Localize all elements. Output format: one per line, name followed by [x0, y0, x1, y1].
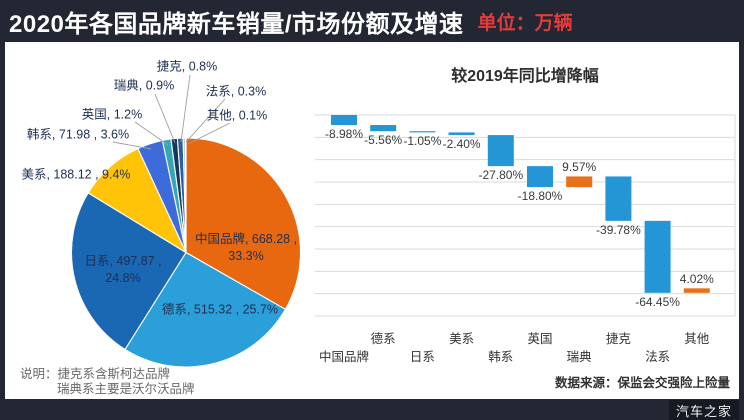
pie-label-中国品牌: 中国品牌, 668.28 , 33.3% — [194, 232, 298, 263]
waterfall-chart-title: 较2019年同比增降幅 — [451, 68, 599, 85]
data-source: 数据来源：保监会交强险上险量 — [554, 376, 730, 390]
waterfall-bar-德系 — [370, 125, 397, 132]
pie-label-捷克: 捷克, 0.8% — [156, 59, 218, 74]
pie-slice-其他 — [184, 137, 187, 254]
footnote-line2: 瑞典系主要是沃尔沃品牌 — [57, 382, 195, 396]
pie-label-英国: 英国, 1.2% — [81, 107, 143, 122]
bar-value-label: -64.45% — [635, 294, 680, 309]
leader-line — [185, 98, 226, 143]
pie-label-德系: 德系, 515.32 , 25.7% — [161, 302, 279, 317]
bar-value-label: -39.78% — [596, 222, 641, 237]
x-axis-label: 瑞典 — [566, 350, 592, 364]
waterfall-bar-捷克 — [605, 176, 632, 221]
waterfall-bar-其他 — [683, 288, 710, 293]
leader-line — [180, 74, 191, 143]
chart-canvas: 较2019年同比增降幅 -8.98% 中国品牌 -5.56% 德系 -1.05% 日系 -2… — [5, 42, 739, 399]
x-axis-label: 法系 — [645, 350, 671, 364]
pie-label-法系: 法系, 0.3% — [205, 84, 267, 99]
waterfall-bar-法系 — [644, 220, 671, 293]
waterfall-bar-瑞典 — [566, 176, 593, 188]
x-axis-label: 捷克 — [605, 332, 631, 346]
pie-slice-中国品牌 — [185, 137, 302, 310]
x-axis-label: 韩系 — [488, 350, 514, 364]
charts-svg — [70, 74, 736, 368]
x-axis-label: 中国品牌 — [318, 350, 370, 364]
bar-value-label: -5.56% — [364, 133, 403, 148]
watermark-logo: 汽车之家 — [668, 400, 739, 420]
pie-slice-德系 — [124, 251, 286, 368]
footnote: 说明：捷克系含斯柯达品牌 瑞典系主要是沃尔沃品牌 — [20, 367, 195, 397]
bar-value-label: -8.98% — [324, 127, 364, 142]
pie-label-韩系: 韩系, 71.98 , 3.6% — [26, 127, 130, 142]
leader-line — [154, 93, 176, 144]
waterfall-bar-韩系 — [487, 135, 514, 167]
bar-value-label: -2.40% — [442, 137, 481, 152]
x-axis-label: 日系 — [409, 350, 435, 364]
unit-label: 单位：万辆 — [477, 12, 573, 34]
page-title: 2020年各国品牌新车销量/市场份额及增速 — [9, 10, 464, 38]
x-axis-label: 德系 — [370, 332, 396, 346]
pie-label-其他: 其他, 0.1% — [206, 108, 268, 123]
bar-value-label: 4.02% — [679, 272, 714, 287]
title-bar: 2020年各国品牌新车销量/市场份额及增速 单位：万辆 — [0, 0, 744, 42]
bar-value-label: -27.80% — [478, 168, 524, 183]
bar-value-label: -1.05% — [403, 134, 442, 149]
pie-label-日系: 日系, 497.87 , 24.8% — [84, 254, 162, 285]
waterfall-bar-美系 — [448, 132, 475, 136]
waterfall-bar-英国 — [527, 166, 553, 188]
waterfall-bar-日系 — [409, 131, 436, 133]
pie-slice-日系 — [70, 192, 187, 350]
x-axis-label: 英国 — [527, 332, 553, 346]
bar-value-label: -18.80% — [517, 189, 563, 204]
leader-line — [134, 121, 169, 146]
bottom-bar: 汽车之家 — [0, 399, 744, 420]
x-axis-label: 美系 — [449, 332, 475, 346]
pie-label-瑞典: 瑞典, 0.9% — [113, 78, 175, 93]
leader-line — [112, 141, 152, 150]
footnote-line1: 说明：捷克系含斯柯达品牌 — [20, 367, 171, 381]
pie-label-美系: 美系, 188.12 , 9.4% — [21, 167, 131, 182]
x-axis-label: 其他 — [684, 332, 710, 346]
leader-line — [187, 122, 231, 145]
bar-value-label: 9.57% — [562, 160, 597, 175]
waterfall-bar-中国品牌 — [331, 115, 357, 126]
